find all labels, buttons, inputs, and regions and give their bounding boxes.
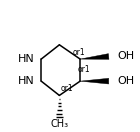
Polygon shape <box>80 78 109 84</box>
Text: or1: or1 <box>61 84 73 93</box>
Text: OH: OH <box>118 51 135 62</box>
Text: or1: or1 <box>78 65 90 74</box>
Polygon shape <box>80 54 109 59</box>
Text: HN: HN <box>18 76 35 86</box>
Text: or1: or1 <box>72 48 85 57</box>
Text: HN: HN <box>18 54 35 64</box>
Text: CH₃: CH₃ <box>50 119 68 129</box>
Text: OH: OH <box>118 76 135 86</box>
